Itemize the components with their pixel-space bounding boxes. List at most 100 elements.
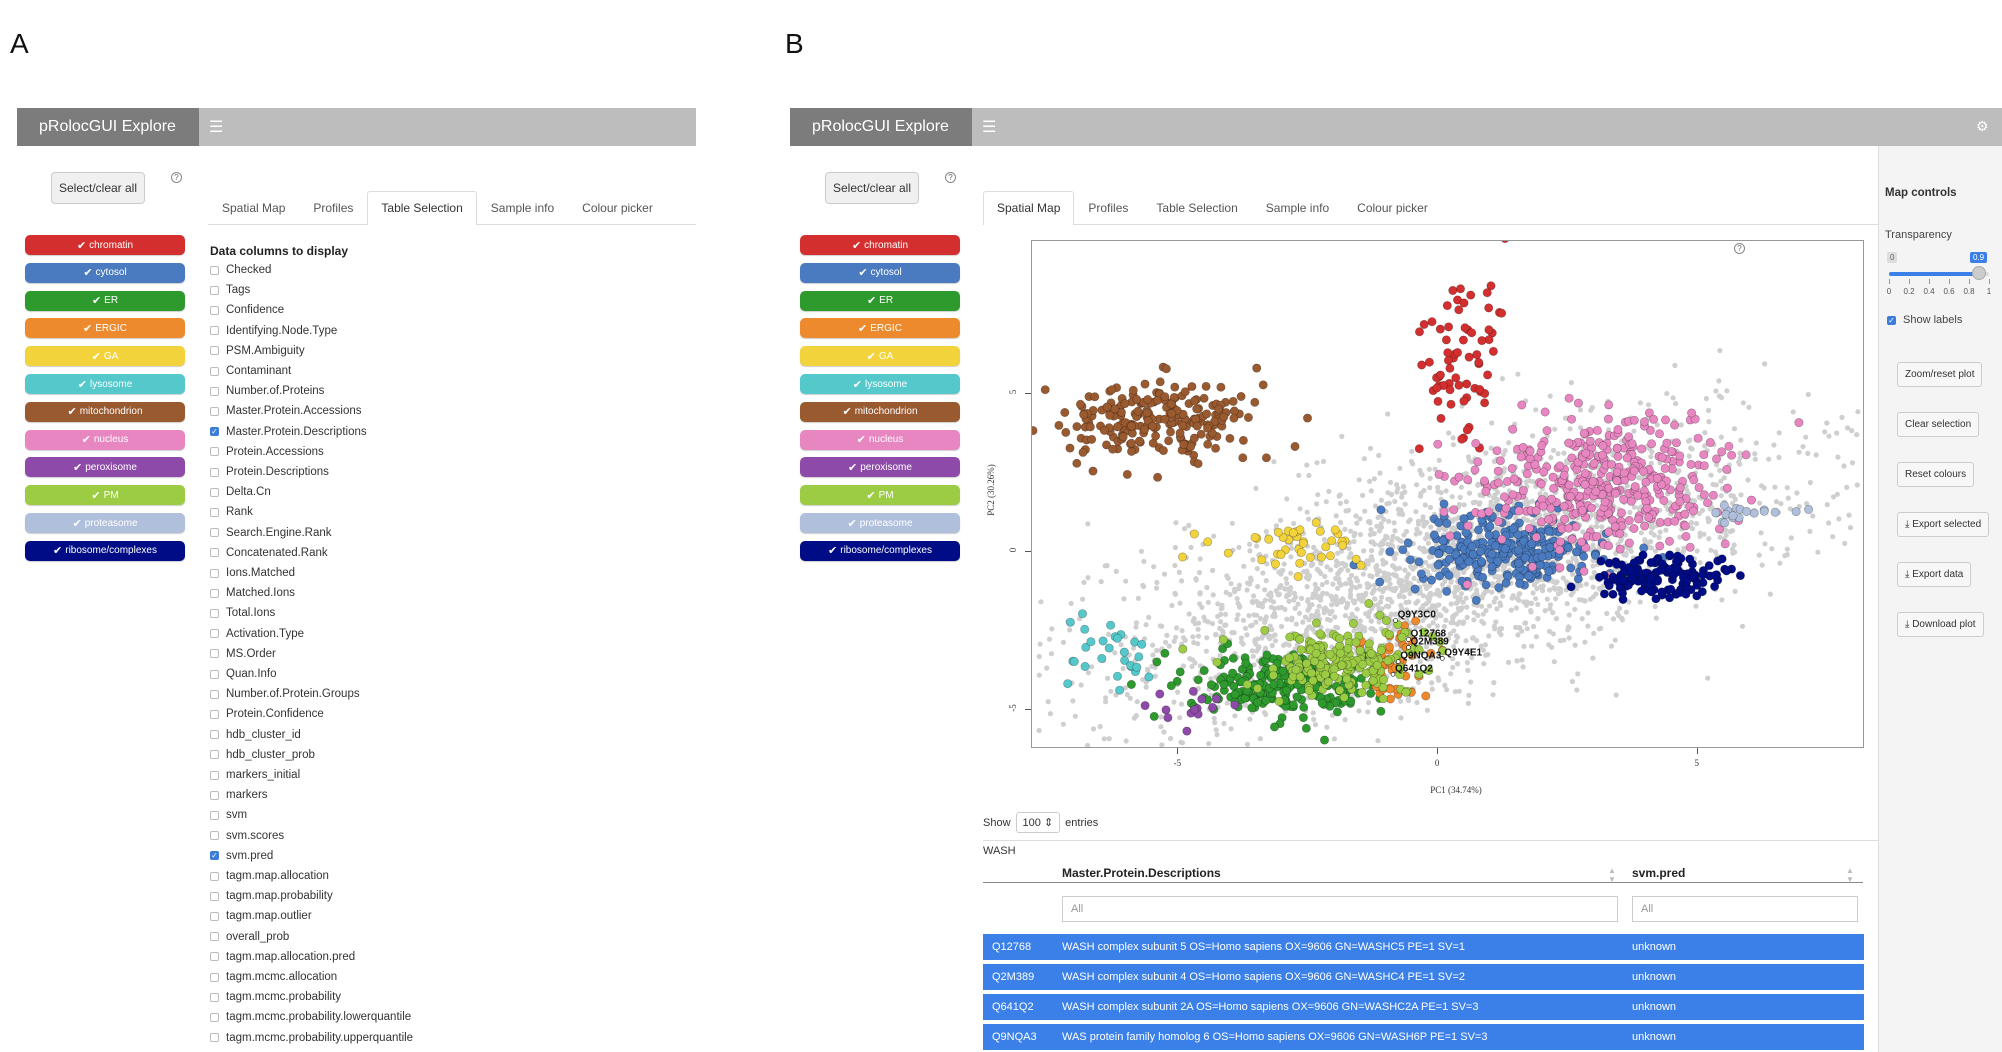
point-nucleus[interactable] <box>1449 505 1459 515</box>
point-lysosome[interactable] <box>1113 671 1123 681</box>
unknown-point[interactable] <box>1426 596 1432 602</box>
unknown-point[interactable] <box>1236 544 1242 550</box>
unknown-point[interactable] <box>1397 615 1403 621</box>
unknown-point[interactable] <box>1282 606 1288 612</box>
unknown-point[interactable] <box>1448 671 1454 677</box>
point-nucleus[interactable] <box>1559 514 1569 524</box>
column-checkbox[interactable] <box>210 447 219 457</box>
unknown-point[interactable] <box>1251 662 1257 668</box>
unknown-point[interactable] <box>1384 585 1390 591</box>
unknown-point[interactable] <box>1467 648 1473 654</box>
unknown-point[interactable] <box>1670 395 1676 401</box>
unknown-point[interactable] <box>1453 516 1459 522</box>
unknown-point[interactable] <box>1553 596 1559 602</box>
column-checkbox[interactable] <box>210 689 219 699</box>
unknown-point[interactable] <box>1697 560 1703 566</box>
point-nucleus[interactable] <box>1567 453 1577 463</box>
unknown-point[interactable] <box>1425 656 1431 662</box>
unknown-point[interactable] <box>1847 525 1854 531</box>
unknown-point[interactable] <box>1540 588 1546 594</box>
unknown-point[interactable] <box>1373 503 1379 509</box>
point-nucleus[interactable] <box>1633 491 1643 501</box>
unknown-point[interactable] <box>1316 568 1322 574</box>
point-mitochondrion[interactable] <box>1142 408 1152 418</box>
unknown-point[interactable] <box>1307 624 1313 630</box>
unknown-point[interactable] <box>1667 500 1673 506</box>
unknown-point[interactable] <box>1583 581 1589 587</box>
unknown-point[interactable] <box>1392 528 1398 534</box>
point-nucleus[interactable] <box>1580 468 1590 478</box>
point-chromatin[interactable] <box>1414 444 1424 454</box>
unknown-point[interactable] <box>1284 586 1290 592</box>
unknown-point[interactable] <box>1343 605 1349 611</box>
point-mitochondrion[interactable] <box>1075 399 1085 409</box>
unknown-point[interactable] <box>1421 549 1427 555</box>
point-mitochondrion[interactable] <box>1175 428 1185 438</box>
unknown-point[interactable] <box>1143 622 1149 628</box>
column-checkbox[interactable] <box>210 649 219 659</box>
unknown-point[interactable] <box>1260 570 1266 576</box>
point-lysosome[interactable] <box>1081 642 1091 652</box>
point-chromatin[interactable] <box>1444 322 1454 332</box>
point-ribosome-complexes[interactable] <box>1604 558 1614 568</box>
unknown-point[interactable] <box>1372 596 1378 602</box>
unknown-point[interactable] <box>1371 531 1377 537</box>
unknown-point[interactable] <box>1773 499 1779 505</box>
unknown-point[interactable] <box>1450 656 1456 662</box>
unknown-point[interactable] <box>1134 699 1140 705</box>
unknown-point[interactable] <box>1438 631 1444 638</box>
column-checkbox[interactable] <box>210 1012 219 1022</box>
unknown-point[interactable] <box>1834 491 1840 497</box>
point-er[interactable] <box>1199 666 1209 676</box>
unknown-point[interactable] <box>1451 643 1457 649</box>
point-nucleus[interactable] <box>1495 456 1505 466</box>
unknown-point[interactable] <box>1776 430 1782 436</box>
unknown-point[interactable] <box>1854 432 1860 438</box>
point-nucleus[interactable] <box>1509 474 1519 484</box>
unknown-point[interactable] <box>1424 707 1430 713</box>
unknown-point[interactable] <box>1767 591 1773 597</box>
unknown-point[interactable] <box>1404 579 1410 585</box>
point-nucleus[interactable] <box>1463 521 1473 531</box>
tab-profiles[interactable]: Profiles <box>313 201 354 215</box>
unknown-point[interactable] <box>1318 624 1324 630</box>
column-checkbox[interactable] <box>210 588 219 598</box>
unknown-point[interactable] <box>1335 570 1342 576</box>
unknown-point[interactable] <box>1288 554 1294 560</box>
unknown-point[interactable] <box>1718 478 1724 484</box>
point-pm[interactable] <box>1383 656 1393 666</box>
unknown-point[interactable] <box>1390 533 1396 539</box>
point-mitochondrion[interactable] <box>1078 447 1088 457</box>
point-cytosol[interactable] <box>1508 524 1518 534</box>
point-pm[interactable] <box>1397 632 1407 642</box>
point-nucleus[interactable] <box>1577 505 1587 515</box>
point-nucleus[interactable] <box>1544 514 1554 524</box>
unknown-point[interactable] <box>1273 523 1279 529</box>
point-mitochondrion[interactable] <box>1261 453 1271 463</box>
unknown-point[interactable] <box>1191 616 1197 622</box>
unknown-point[interactable] <box>1097 723 1103 730</box>
class-button-er[interactable]: ✔ ER <box>800 290 960 311</box>
unknown-point[interactable] <box>1418 471 1424 477</box>
point-ga[interactable] <box>1293 572 1303 582</box>
unknown-point[interactable] <box>1830 494 1837 500</box>
point-mitochondrion[interactable] <box>1160 414 1170 424</box>
unknown-point[interactable] <box>1351 538 1357 545</box>
search-filter-value[interactable]: WASH <box>983 840 1878 857</box>
unknown-point[interactable] <box>1394 642 1400 648</box>
column-checkbox[interactable] <box>210 972 219 982</box>
point-mitochondrion[interactable] <box>1099 425 1109 435</box>
point-chromatin[interactable] <box>1448 285 1458 295</box>
point-nucleus[interactable] <box>1660 415 1670 425</box>
unknown-point[interactable] <box>1388 611 1395 617</box>
unknown-point[interactable] <box>1550 610 1556 616</box>
unknown-point[interactable] <box>1566 612 1572 618</box>
point-er[interactable] <box>1247 703 1257 713</box>
column-checkbox[interactable] <box>210 568 219 578</box>
point-mitochondrion[interactable] <box>1252 363 1262 373</box>
unknown-point[interactable] <box>1135 595 1141 601</box>
point-nucleus[interactable] <box>1589 458 1599 468</box>
point-ga[interactable] <box>1325 551 1335 561</box>
point-mitochondrion[interactable] <box>1196 429 1206 439</box>
point-nucleus[interactable] <box>1613 425 1623 435</box>
